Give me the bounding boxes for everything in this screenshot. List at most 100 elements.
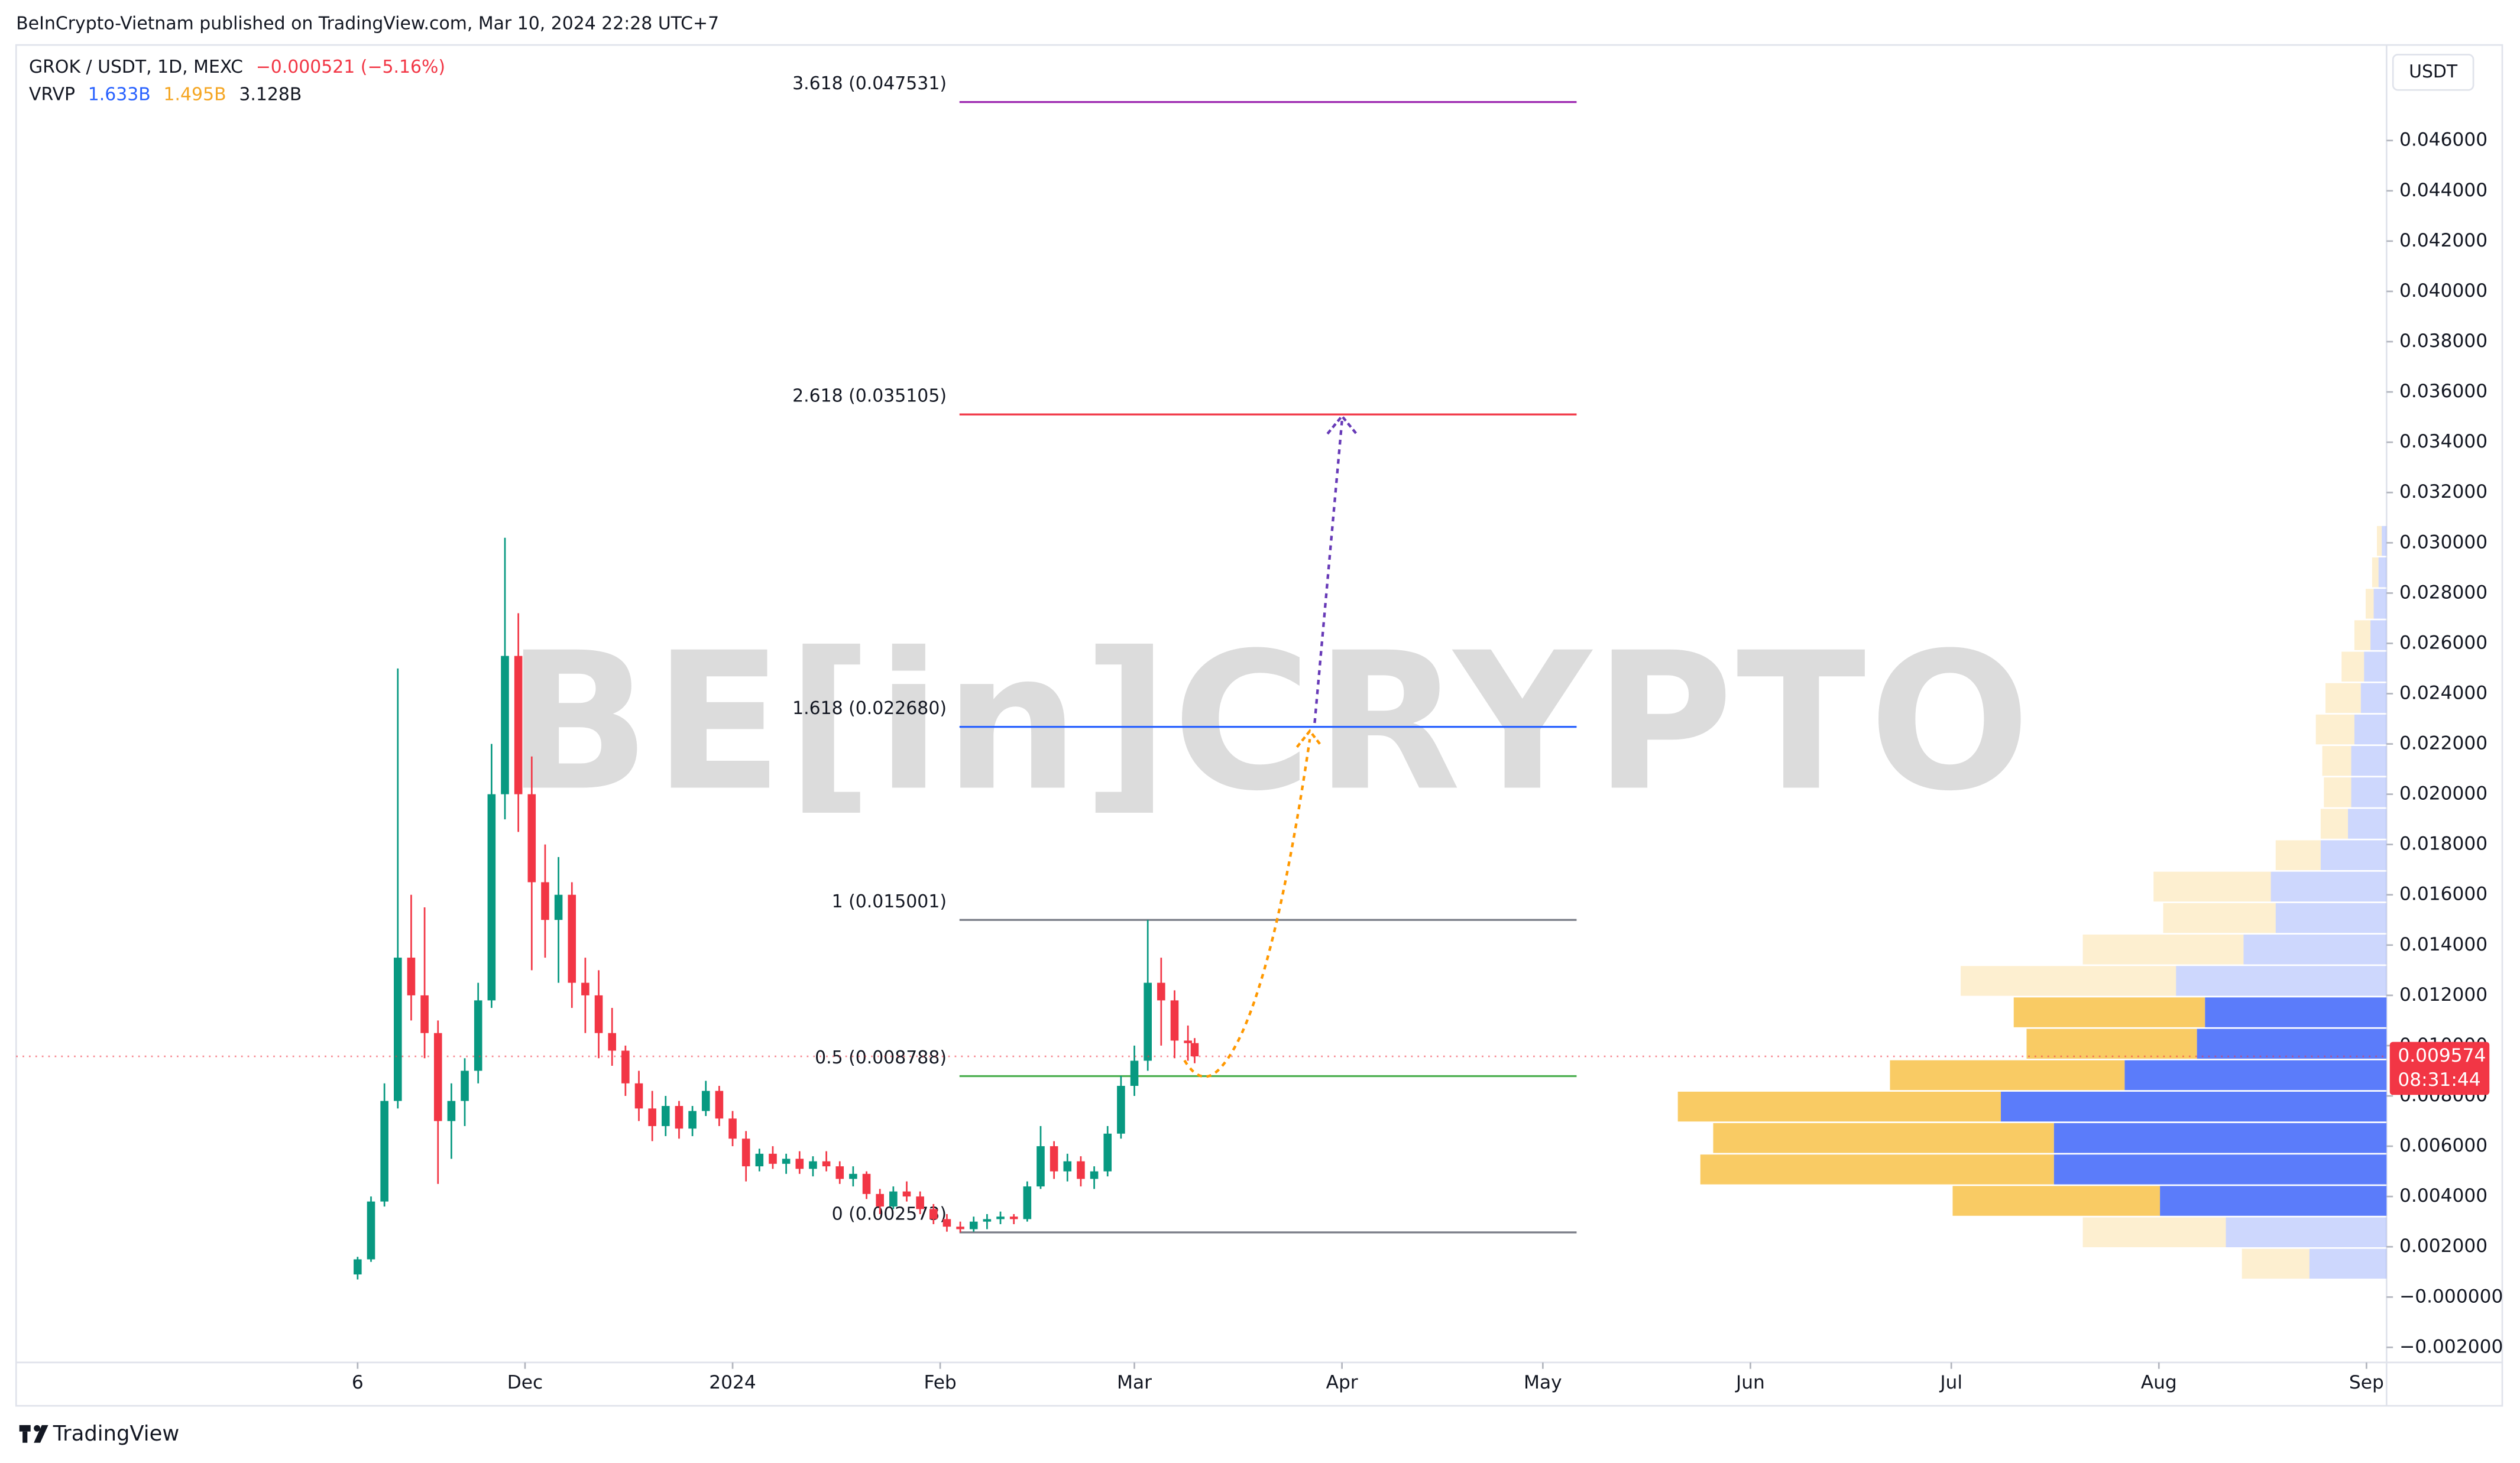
- vp-down-bar: [1677, 1091, 2001, 1122]
- vp-up-bar: [2364, 651, 2387, 682]
- vp-up-bar: [2176, 966, 2387, 996]
- candle-body: [1050, 1146, 1058, 1172]
- vp-down-bar: [1961, 966, 2176, 996]
- y-tick-label: 0.018000: [2399, 833, 2487, 855]
- vp-up-bar: [2370, 620, 2387, 650]
- y-tick-label: 0.002000: [2399, 1235, 2487, 1257]
- candle-body: [822, 1161, 831, 1167]
- y-tick-label: 0.024000: [2399, 682, 2487, 703]
- candle-body: [501, 656, 509, 794]
- vp-down-bar: [2372, 557, 2379, 588]
- candle-body: [688, 1111, 697, 1129]
- y-tick-label: −0.000000: [2399, 1286, 2503, 1307]
- vp-up-bar: [2275, 903, 2387, 933]
- candle-body: [741, 1138, 750, 1167]
- candle-body: [367, 1201, 375, 1260]
- candle-body: [487, 794, 496, 1001]
- candle-body: [581, 982, 589, 995]
- vp-down-bar: [1952, 1186, 2161, 1216]
- currency[interactable]: USDT: [2409, 61, 2458, 82]
- y-tick-label: 0.032000: [2399, 481, 2487, 502]
- candle-body: [447, 1101, 456, 1121]
- vp-up-bar: [2320, 840, 2387, 870]
- vp-down-bar: [2153, 871, 2271, 902]
- x-tick-label: May: [1524, 1372, 1562, 1393]
- projection-arrowhead: [1295, 729, 1322, 748]
- x-tick-label: Apr: [1326, 1372, 1358, 1393]
- candle-body: [554, 894, 563, 920]
- candle-body: [849, 1173, 857, 1179]
- candle-body: [862, 1173, 871, 1194]
- candle-body: [996, 1217, 1005, 1219]
- candle-body: [527, 794, 536, 883]
- candle-body: [394, 958, 402, 1101]
- last-price-label: 0.009574: [2398, 1045, 2486, 1066]
- vp-down-bar: [2325, 683, 2361, 713]
- candle-body: [701, 1091, 710, 1111]
- candle-body: [407, 958, 416, 995]
- candle-body: [474, 1000, 482, 1071]
- y-tick-label: 0.038000: [2399, 330, 2487, 352]
- candle-body: [594, 995, 603, 1033]
- vp-down-bar: [1713, 1123, 2054, 1153]
- candle-body: [420, 995, 429, 1033]
- y-tick-label: 0.026000: [2399, 632, 2487, 653]
- candle-body: [715, 1091, 724, 1119]
- vp-up-bar: [2197, 1029, 2387, 1059]
- candle-body: [983, 1219, 992, 1222]
- symbol: GROK / USDT, 1D, MEXC: [29, 57, 243, 77]
- vp-up-bar: [2270, 871, 2387, 902]
- candle-body: [1090, 1171, 1099, 1179]
- vp-up-bar: [2351, 746, 2387, 776]
- footer-logo: [19, 1425, 48, 1443]
- vp-up-bar: [2354, 714, 2387, 745]
- fib-label: 3.618 (0.047531): [792, 73, 947, 94]
- vp-up-bar: [2348, 809, 2387, 839]
- vp-up-bar: [2226, 1217, 2387, 1247]
- y-tick-label: 0.034000: [2399, 431, 2487, 452]
- x-tick-label: 6: [352, 1372, 364, 1393]
- candle-body: [1009, 1217, 1018, 1219]
- vp-down-bar: [2320, 809, 2349, 839]
- x-tick-label: Jul: [1939, 1372, 1962, 1393]
- candle-body: [648, 1108, 656, 1127]
- candle-body: [1117, 1085, 1125, 1134]
- y-tick-label: 0.028000: [2399, 582, 2487, 603]
- vp-down-bar: [2275, 840, 2321, 870]
- y-tick-label: 0.012000: [2399, 984, 2487, 1005]
- y-tick-label: 0.042000: [2399, 230, 2487, 251]
- x-tick-label: 2024: [709, 1372, 756, 1393]
- y-tick-label: 0.020000: [2399, 783, 2487, 805]
- vp-down-bar: [2354, 620, 2371, 650]
- x-tick-label: Aug: [2141, 1372, 2177, 1393]
- vp-down-bar: [2377, 525, 2382, 556]
- vrvp-up: 1.633B: [88, 84, 151, 105]
- vp-up-bar: [2309, 1248, 2387, 1279]
- vp-down-bar: [2341, 651, 2364, 682]
- candle-body: [902, 1191, 911, 1197]
- fib-label: 1.618 (0.022680): [792, 698, 947, 719]
- candle-body: [1157, 982, 1165, 1001]
- currency-box[interactable]: [2392, 54, 2474, 91]
- vp-down-bar: [1890, 1060, 2125, 1091]
- candle-body: [380, 1101, 388, 1202]
- y-tick-label: −0.002000: [2399, 1336, 2503, 1357]
- candle-body: [621, 1050, 630, 1084]
- x-tick-label: Jun: [1735, 1372, 1765, 1393]
- candle-body: [354, 1259, 362, 1274]
- candle-body: [662, 1106, 670, 1127]
- y-tick-label: 0.030000: [2399, 531, 2487, 553]
- candle-body: [1184, 1040, 1192, 1043]
- candle-body: [769, 1153, 777, 1164]
- candle-body: [755, 1153, 764, 1167]
- legend-vrvp: VRVP 1.633B 1.495B 3.128B: [29, 84, 302, 105]
- candle-body: [514, 656, 523, 794]
- fib-label: 0 (0.002573): [832, 1204, 947, 1224]
- x-tick-label: Sep: [2349, 1372, 2384, 1393]
- candle-body: [1170, 1000, 1179, 1041]
- candle-body: [608, 1033, 616, 1051]
- last-price: 0.009574 08:31:44: [16, 1042, 2490, 1095]
- vp-up-bar: [2378, 557, 2387, 588]
- frame: [15, 44, 2503, 1407]
